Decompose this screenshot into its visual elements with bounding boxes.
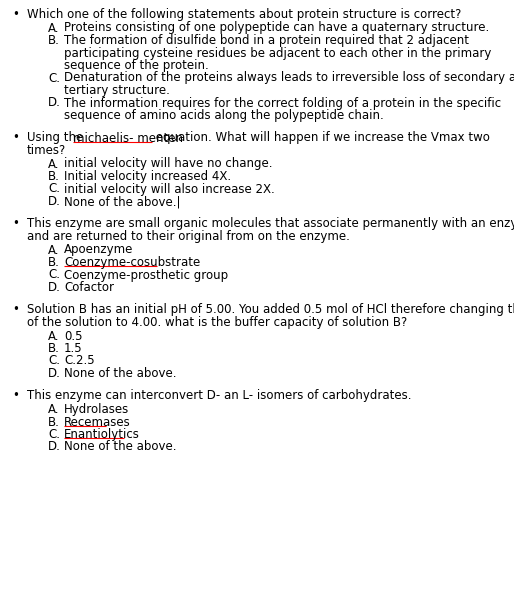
Text: Using the: Using the [27, 131, 87, 144]
Text: B.: B. [48, 170, 60, 183]
Text: initial velocity will also increase 2X.: initial velocity will also increase 2X. [64, 182, 275, 196]
Text: Hydrolases: Hydrolases [64, 403, 129, 416]
Text: tertiary structure.: tertiary structure. [64, 84, 170, 97]
Text: This enzyme can interconvert D- an L- isomers of carbohydrates.: This enzyme can interconvert D- an L- is… [27, 389, 412, 403]
Text: sequence of amino acids along the polypeptide chain.: sequence of amino acids along the polype… [64, 109, 384, 122]
Text: Initial velocity increased 4X.: Initial velocity increased 4X. [64, 170, 231, 183]
Text: C.2.5: C.2.5 [64, 355, 95, 367]
Text: Coenzyme-cosubstrate: Coenzyme-cosubstrate [64, 256, 200, 269]
Text: 1.5: 1.5 [64, 342, 83, 355]
Text: C.: C. [48, 268, 60, 282]
Text: D.: D. [48, 281, 61, 294]
Text: D.: D. [48, 441, 61, 453]
Text: D.: D. [48, 195, 61, 208]
Text: 0.5: 0.5 [64, 329, 83, 343]
Text: initial velocity will have no change.: initial velocity will have no change. [64, 158, 272, 170]
Text: B.: B. [48, 34, 60, 47]
Text: times?: times? [27, 144, 66, 157]
Text: None of the above.: None of the above. [64, 367, 176, 380]
Text: B.: B. [48, 342, 60, 355]
Text: C.: C. [48, 72, 60, 84]
Text: Coenzyme-prosthetic group: Coenzyme-prosthetic group [64, 268, 228, 282]
Text: A.: A. [48, 158, 60, 170]
Text: This enzyme are small organic molecules that associate permanently with an enzym: This enzyme are small organic molecules … [27, 217, 514, 231]
Text: Solution B has an initial pH of 5.00. You added 0.5 mol of HCl therefore changin: Solution B has an initial pH of 5.00. Yo… [27, 303, 514, 317]
Text: A.: A. [48, 329, 60, 343]
Text: C.: C. [48, 428, 60, 441]
Text: Recemases: Recemases [64, 415, 131, 429]
Text: Denaturation of the proteins always leads to irreversible loss of secondary and: Denaturation of the proteins always lead… [64, 72, 514, 84]
Text: B.: B. [48, 256, 60, 269]
Text: of the solution to 4.00. what is the buffer capacity of solution B?: of the solution to 4.00. what is the buf… [27, 316, 407, 329]
Text: equation. What will happen if we increase the Vmax two: equation. What will happen if we increas… [152, 131, 490, 144]
Text: C.: C. [48, 182, 60, 196]
Text: Proteins consisting of one polypeptide can have a quaternary structure.: Proteins consisting of one polypeptide c… [64, 22, 489, 34]
Text: •: • [12, 389, 19, 403]
Text: participating cysteine residues be adjacent to each other in the primary: participating cysteine residues be adjac… [64, 46, 491, 60]
Text: and are returned to their original from on the enzyme.: and are returned to their original from … [27, 230, 350, 243]
Text: Enantiolytics: Enantiolytics [64, 428, 140, 441]
Text: The formation of disulfide bond in a protein required that 2 adjacent: The formation of disulfide bond in a pro… [64, 34, 469, 47]
Text: A.: A. [48, 243, 60, 256]
Text: Apoenzyme: Apoenzyme [64, 243, 133, 256]
Text: sequence of the protein.: sequence of the protein. [64, 59, 209, 72]
Text: A.: A. [48, 403, 60, 416]
Text: The information requires for the correct folding of a protein in the specific: The information requires for the correct… [64, 96, 501, 110]
Text: B.: B. [48, 415, 60, 429]
Text: •: • [12, 8, 19, 21]
Text: michaelis- menten: michaelis- menten [74, 131, 183, 144]
Text: None of the above.: None of the above. [64, 441, 176, 453]
Text: Which one of the following statements about protein structure is correct?: Which one of the following statements ab… [27, 8, 462, 21]
Text: A.: A. [48, 22, 60, 34]
Text: •: • [12, 131, 19, 144]
Text: C.: C. [48, 355, 60, 367]
Text: D.: D. [48, 96, 61, 110]
Text: D.: D. [48, 367, 61, 380]
Text: Cofactor: Cofactor [64, 281, 114, 294]
Text: •: • [12, 303, 19, 317]
Text: None of the above.|: None of the above.| [64, 195, 180, 208]
Text: •: • [12, 217, 19, 231]
